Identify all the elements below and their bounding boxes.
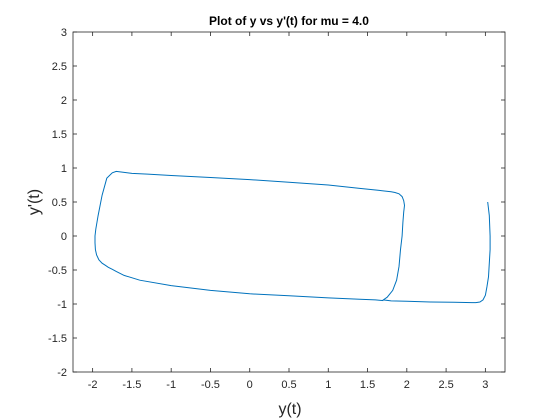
y-tick-label: 1 (61, 163, 67, 175)
y-tick-label: 3 (61, 27, 67, 39)
x-tick-label: 2.5 (438, 379, 453, 391)
x-axis-label: y(t) (278, 401, 301, 418)
x-tick-label: 0.5 (281, 379, 296, 391)
axis-ticks (73, 31, 505, 373)
y-tick-label: 2.5 (52, 61, 67, 73)
x-tick-label: -0.5 (201, 379, 220, 391)
y-tick-label: 1.5 (52, 129, 67, 141)
y-tick-label: -0.5 (48, 265, 67, 277)
chart-title: Plot of y vs y'(t) for mu = 4.0 (209, 14, 369, 28)
x-tick-label: 1.5 (360, 379, 375, 391)
x-tick-label: -2 (88, 379, 98, 391)
y-tick-label: 2 (61, 95, 67, 107)
x-tick-label: -1.5 (122, 379, 141, 391)
x-tick-label: 0 (247, 379, 253, 391)
y-axis-label: y'(t) (26, 189, 43, 215)
x-tick-label: 1 (325, 379, 331, 391)
y-tick-label: -1.5 (48, 333, 67, 345)
x-tick-label: 3 (482, 379, 488, 391)
plot-area (72, 31, 506, 373)
tick-labels: -2 -1.5 -1 -0.5 0 0.5 1 1.5 2 2.5 3 -2 -1.5 -1 -0.5 0 0.… (48, 27, 488, 391)
x-tick-label: -1 (166, 379, 176, 391)
y-tick-label: -2 (57, 367, 67, 379)
y-tick-label: -1 (57, 299, 67, 311)
series-line (94, 170, 491, 304)
x-tick-label: 2 (404, 379, 410, 391)
y-tick-label: 0.5 (52, 197, 67, 209)
y-tick-label: 0 (61, 231, 67, 243)
